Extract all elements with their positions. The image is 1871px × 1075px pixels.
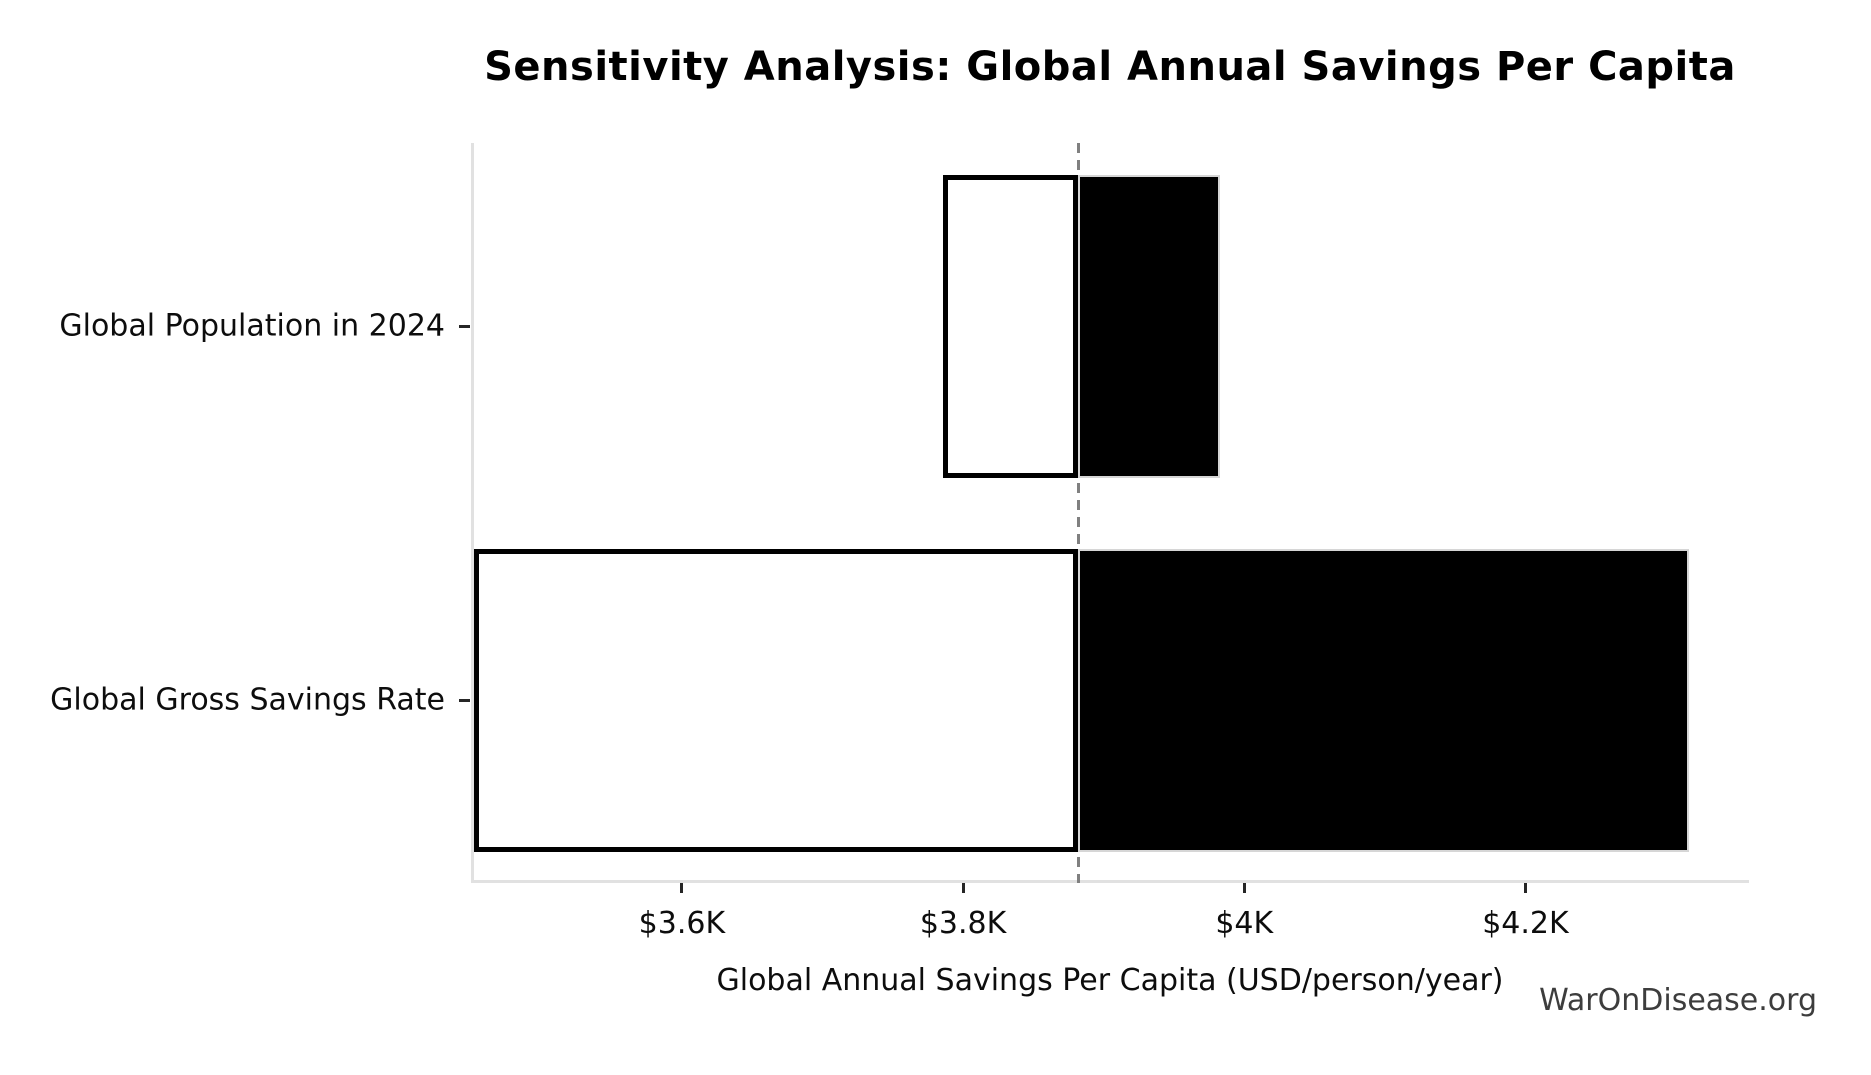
x-tick-label: $3.6K <box>638 906 726 941</box>
chart-title: Sensitivity Analysis: Global Annual Savi… <box>484 44 1736 90</box>
x-tick-mark <box>1523 883 1527 893</box>
x-tick-mark <box>680 883 684 893</box>
y-tick-mark <box>459 698 470 702</box>
y-tick-mark <box>459 324 470 328</box>
x-tick-label: $3.8K <box>919 906 1007 941</box>
watermark-text: WarOnDisease.org <box>1539 983 1817 1018</box>
x-tick-mark <box>1242 883 1246 893</box>
tornado-bar-high-segment <box>1078 174 1221 478</box>
tornado-bar-low-segment <box>473 548 1079 852</box>
y-tick-label: Global Population in 2024 <box>59 308 445 344</box>
tornado-bar-high-segment <box>1078 548 1689 852</box>
x-tick-label: $4K <box>1215 906 1274 941</box>
x-tick-label: $4.2K <box>1482 906 1569 941</box>
plot-area <box>471 143 1749 883</box>
x-axis-label: Global Annual Savings Per Capita (USD/pe… <box>716 963 1504 998</box>
y-tick-label: Global Gross Savings Rate <box>50 682 445 718</box>
baseline-dashed-line <box>1076 143 1080 883</box>
x-tick-mark <box>961 883 965 893</box>
tornado-bar-low-segment <box>943 174 1079 478</box>
